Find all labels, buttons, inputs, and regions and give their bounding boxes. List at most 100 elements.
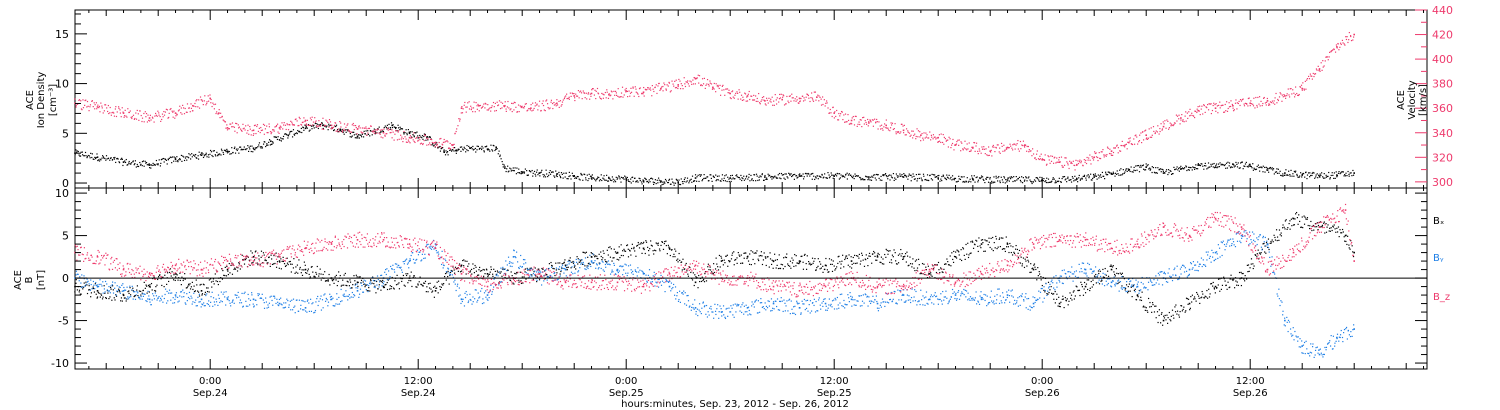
velocity-series-dot [472, 111, 474, 113]
density-series-point [1093, 176, 1095, 178]
bx-series-dot [1128, 283, 1130, 285]
bx-series-dot [699, 280, 701, 283]
bx-series-dot [655, 242, 657, 244]
density-series-dot [1040, 179, 1043, 181]
velocity-series-dot [186, 111, 188, 113]
bx-series-dot [982, 242, 984, 244]
density-series-dot [712, 176, 715, 178]
density-series-dot [942, 174, 944, 176]
density-series-dot [319, 123, 322, 126]
velocity-series-point [278, 127, 281, 129]
density-series-dot [1125, 168, 1127, 170]
density-series-point [270, 140, 272, 143]
bx-series-dot [370, 280, 372, 282]
velocity-series-dot [1037, 158, 1040, 160]
density-series-dot [564, 176, 566, 178]
bx-series-dot [474, 264, 476, 267]
density-series-dot [465, 151, 467, 153]
velocity-series-dot [277, 131, 279, 133]
density-series-dot [233, 147, 236, 150]
bx-series-dot [1244, 280, 1246, 282]
velocity-series-dot [1292, 89, 1294, 91]
velocity-series-dot [165, 108, 167, 110]
density-series-point [252, 147, 255, 150]
density-series-dot [453, 150, 455, 152]
bx-series-dot [186, 287, 188, 289]
velocity-series-dot [1203, 104, 1205, 106]
density-series-dot [931, 179, 934, 181]
bx-series-dot [569, 260, 571, 262]
velocity-series-dot [1196, 111, 1198, 114]
density-series-dot [639, 180, 641, 182]
velocity-series-dot [992, 144, 994, 147]
density-series-dot [578, 178, 580, 180]
velocity-series-dot [1181, 113, 1183, 116]
velocity-series-dot [893, 127, 895, 130]
bx-series-point [96, 290, 99, 292]
bx-series-dot [808, 263, 810, 265]
density-series-dot [733, 178, 735, 180]
density-series-dot [184, 157, 187, 159]
density-series-dot [1148, 168, 1150, 170]
density-series-dot [236, 149, 238, 152]
density-series-dot [1173, 166, 1175, 169]
velocity-series-dot [1213, 102, 1215, 104]
density-series-dot [829, 176, 831, 178]
density-series-dot [907, 178, 909, 180]
velocity-series-dot [809, 100, 811, 103]
bx-series-dot [585, 251, 588, 253]
density-series-dot [1003, 176, 1005, 178]
density-series-dot [684, 177, 686, 179]
bx-series-dot [914, 260, 917, 262]
density-series-dot [527, 174, 529, 177]
bx-series-dot [1066, 298, 1068, 300]
density-series-dot [266, 144, 268, 146]
velocity-series-dot [882, 129, 884, 131]
velocity-series-dot [1095, 152, 1097, 154]
density-series-dot [885, 175, 888, 177]
velocity-series-dot [214, 103, 217, 105]
density-series-dot [1105, 171, 1107, 173]
density-series-dot [1035, 177, 1037, 179]
velocity-series-dot [1230, 105, 1232, 108]
bx-series-dot [856, 255, 858, 257]
density-series-dot [1070, 179, 1072, 181]
bx-series-dot [1027, 259, 1029, 261]
bx-series-dot [717, 266, 719, 268]
velocity-series-dot [224, 121, 227, 123]
bx-series-dot [740, 254, 742, 256]
bx-series-dot [373, 280, 375, 282]
bx-series-dot [575, 268, 577, 270]
density-series-dot [428, 136, 430, 138]
velocity-series-dot [1272, 102, 1274, 104]
velocity-series-dot [86, 100, 89, 103]
density-series-dot [446, 152, 448, 154]
velocity-series-dot [268, 123, 270, 125]
density-series-dot [682, 182, 684, 185]
bx-series-dot [598, 253, 600, 255]
bx-series-dot [307, 268, 309, 270]
density-series-dot [1333, 177, 1335, 180]
density-series-dot [1018, 176, 1021, 178]
velocity-series-dot [1255, 96, 1257, 99]
density-series-dot [800, 174, 802, 177]
velocity-series-dot [559, 100, 562, 102]
bx-series-dot [566, 266, 568, 269]
velocity-series-dot [641, 92, 643, 94]
bx-series-dot [164, 274, 166, 276]
bx-series-dot [530, 267, 532, 269]
bx-series-dot [772, 260, 775, 263]
bx-series-dot [439, 288, 442, 291]
bx-series-dot [1231, 278, 1233, 281]
density-series-dot [821, 173, 823, 176]
density-series-dot [807, 172, 809, 175]
velocity-series-dot [145, 112, 148, 115]
velocity-series-dot [579, 91, 581, 93]
velocity-series-dot [1104, 154, 1106, 156]
density-series-dot [568, 175, 570, 178]
velocity-series-dot [701, 78, 704, 80]
velocity-series-dot [681, 85, 683, 87]
velocity-series-dot [698, 75, 701, 77]
bx-series-dot [728, 261, 731, 263]
density-series-dot [457, 148, 459, 150]
